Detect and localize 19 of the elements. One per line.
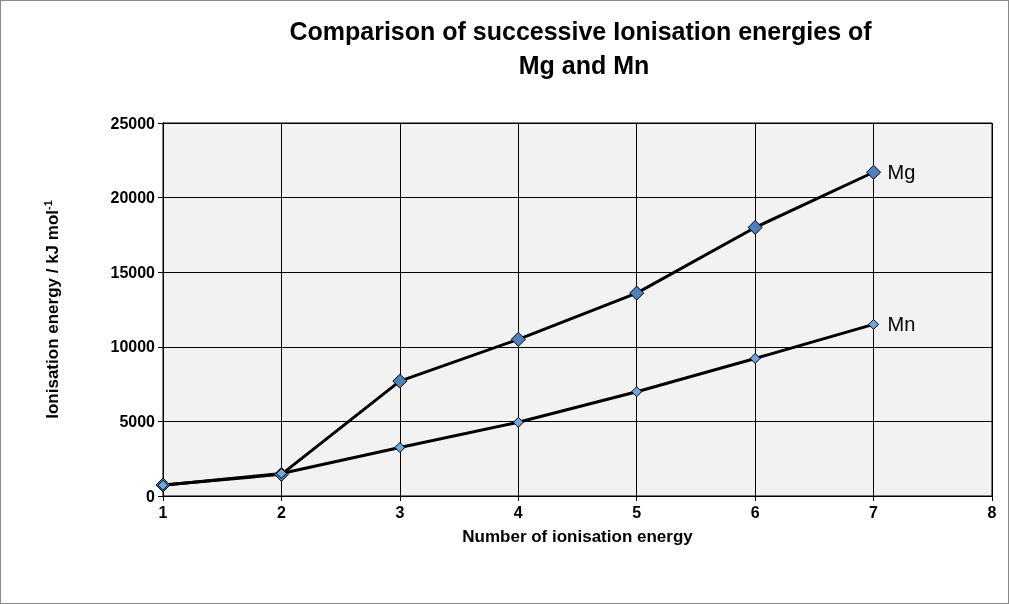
x-tick-label: 2 bbox=[276, 503, 286, 521]
y-tick-label: 15000 bbox=[110, 263, 156, 281]
series-label: Mn bbox=[887, 313, 916, 336]
y-tick-label: 20000 bbox=[110, 189, 156, 207]
y-tick-label: 25000 bbox=[110, 114, 156, 132]
x-tick-label: 6 bbox=[750, 503, 760, 521]
x-tick-label: 8 bbox=[987, 503, 997, 521]
x-tick-label: 1 bbox=[158, 503, 168, 521]
y-axis-title: Ionisation energy / kJ mol-1 bbox=[41, 200, 62, 419]
series-label: Mg bbox=[887, 161, 916, 184]
y-tick-label: 5000 bbox=[119, 412, 156, 430]
x-tick-label: 3 bbox=[395, 503, 405, 521]
x-tick-label: 4 bbox=[513, 503, 523, 521]
chart-title: Comparison of successive Ionisation energies of Mg and Mn bbox=[289, 17, 879, 79]
x-tick-label: 5 bbox=[632, 503, 642, 521]
y-tick-label: 0 bbox=[146, 487, 156, 505]
x-tick-label: 7 bbox=[869, 503, 879, 521]
y-tick-label: 10000 bbox=[110, 338, 156, 356]
x-axis-title: Number of ionisation energy bbox=[462, 527, 694, 546]
